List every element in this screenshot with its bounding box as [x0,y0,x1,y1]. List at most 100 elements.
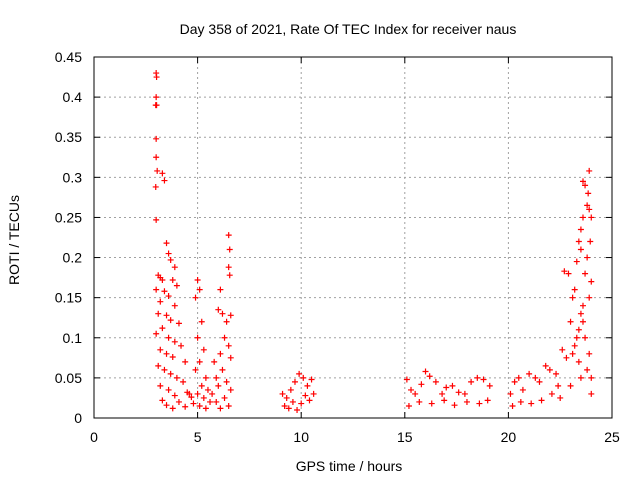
data-point [308,376,315,383]
data-point [192,294,199,301]
data-point [178,342,185,349]
data-point [428,400,435,407]
data-point [515,374,522,381]
data-point [167,370,174,377]
data-point [577,374,584,381]
data-point [582,334,589,341]
data-point [157,346,164,353]
y-tick-label: 0.3 [63,169,83,185]
data-point [159,397,166,404]
data-point [528,400,535,407]
data-point [163,402,170,409]
data-point [532,374,539,381]
data-point [577,246,584,253]
data-point [559,346,566,353]
data-point [213,398,220,405]
data-point [219,366,226,373]
data-point [432,378,439,385]
data-point [153,216,160,223]
x-tick-label: 0 [90,429,98,445]
data-point [517,398,524,405]
data-point [443,384,450,391]
x-tick-label: 15 [397,429,413,445]
data-point [584,366,591,373]
chart-title: Day 358 of 2021, Rate Of TEC Index for r… [180,21,517,37]
data-point [461,390,468,397]
data-point [226,246,233,253]
data-point [573,258,580,265]
data-point [484,397,491,404]
data-point [165,334,172,341]
data-point [163,350,170,357]
data-point [281,402,288,409]
x-tick-label: 20 [501,429,517,445]
data-point [165,293,172,300]
data-point [161,177,168,184]
data-point [579,302,586,309]
data-point [569,350,576,357]
data-point [304,382,311,389]
data-point [577,310,584,317]
data-point [588,390,595,397]
data-point [565,270,572,277]
data-point [163,312,170,319]
y-tick-label: 0.25 [55,209,82,225]
data-point [163,240,170,247]
data-point [175,398,182,405]
data-point [310,390,317,397]
data-point [507,390,514,397]
data-point [192,366,199,373]
data-point [188,394,195,401]
data-point [585,190,592,197]
data-point [586,206,593,213]
data-point [221,394,228,401]
data-point [225,264,232,271]
axis-ticks: 0 5 10 15 20 25 0 0.05 0.1 0.15 0.2 0.25 0.3 0.35 0.4 0… [55,49,620,445]
data-point [287,386,294,393]
data-point [196,286,203,293]
data-point [575,326,582,333]
data-point [588,374,595,381]
data-point [167,317,174,324]
data-point [227,354,234,361]
data-point [546,366,553,373]
data-point [563,354,570,361]
data-point [579,178,586,185]
data-point [213,374,220,381]
data-point [577,226,584,233]
data-point [153,154,160,161]
data-point [227,312,234,319]
data-point [154,167,161,174]
data-point [200,394,207,401]
data-point [573,334,580,341]
data-point [196,402,203,409]
data-point [294,406,301,413]
data-point [175,320,182,327]
data-point [153,135,160,142]
data-point [217,286,224,293]
data-point [171,338,178,345]
data-point [169,405,176,412]
data-point [279,390,286,397]
data-point [217,405,224,412]
data-point [202,405,209,412]
data-point [412,390,419,397]
data-point [455,389,462,396]
data-point [159,277,166,284]
data-point [219,310,226,317]
y-tick-label: 0.2 [63,250,83,266]
data-point [575,358,582,365]
x-tick-label: 25 [604,429,620,445]
data-point [468,378,475,385]
data-point [204,386,211,393]
data-point [157,382,164,389]
data-point [584,254,591,261]
data-point [571,342,578,349]
data-point [180,378,187,385]
data-point [567,318,574,325]
data-point [157,298,164,305]
data-point [509,402,516,409]
data-point [579,318,586,325]
data-point [215,382,222,389]
data-point [449,382,456,389]
